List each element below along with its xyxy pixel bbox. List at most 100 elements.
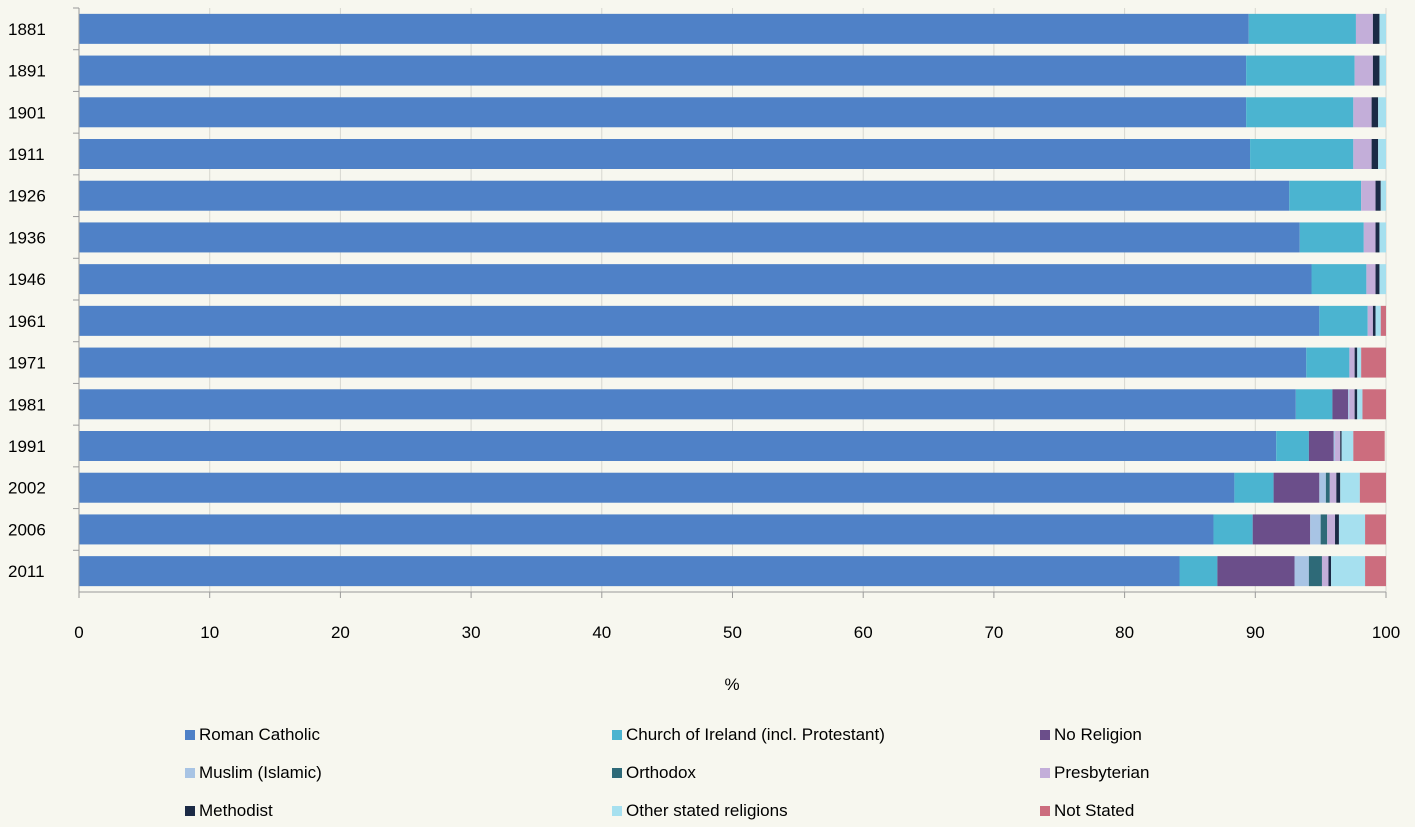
bar-segment [1234, 472, 1274, 503]
x-tick-label: 30 [462, 623, 481, 642]
bar-segment [79, 264, 1312, 295]
x-tick-label: 50 [723, 623, 742, 642]
bar-segment [79, 514, 1214, 545]
bar-segment [1246, 55, 1355, 86]
bar-segment [1328, 556, 1332, 587]
bar-segment [1353, 97, 1372, 128]
bar-segment [1375, 264, 1380, 295]
legend-label: No Religion [1054, 725, 1142, 744]
bar-segment [1372, 13, 1380, 44]
bar-segment [1325, 472, 1330, 503]
bar-segment [1335, 431, 1341, 461]
bar-segment [1248, 13, 1356, 44]
bar-segment [1327, 514, 1336, 545]
gridlines [78, 8, 1387, 592]
bar-segment [1320, 514, 1328, 545]
bar-segment [1310, 514, 1321, 545]
bar-segment [1378, 97, 1386, 128]
bar-segment [1359, 472, 1386, 503]
bar-segment [1357, 347, 1362, 378]
bar-segment [1273, 472, 1320, 503]
bar-segment [79, 139, 1251, 169]
bar-segment [1355, 13, 1373, 44]
bar-segment [1306, 347, 1350, 378]
bar-segment [79, 97, 1247, 128]
legend-item: Roman Catholic [185, 725, 320, 745]
bar-segment [1353, 139, 1372, 169]
y-tick-label: 2002 [8, 479, 46, 498]
bar-segment [1375, 180, 1381, 211]
bar-segment [1379, 222, 1386, 253]
legend: Roman Catholic Church of Ireland (incl. P… [0, 720, 1415, 827]
bar-segment [1371, 97, 1379, 128]
y-tick-label: 1881 [8, 20, 46, 39]
legend-swatch [612, 806, 622, 816]
bar-segment [1329, 472, 1337, 503]
y-tick-label: 1891 [8, 62, 46, 81]
bar-segment [1375, 222, 1380, 253]
y-tick-label: 1971 [8, 354, 46, 373]
bar-segment [1357, 389, 1363, 420]
bar-segment [1379, 264, 1386, 295]
bar-segment [1380, 305, 1386, 336]
legend-swatch [612, 730, 622, 740]
legend-item: Presbyterian [1040, 763, 1149, 783]
legend-label: Presbyterian [1054, 763, 1150, 782]
bar-segment [1252, 514, 1311, 545]
legend-swatch [185, 806, 195, 816]
legend-swatch [1040, 730, 1050, 740]
x-tick-label: 100 [1372, 623, 1400, 642]
legend-label: Muslim (Islamic) [199, 763, 322, 782]
bar-segment [1331, 556, 1366, 587]
bar-segment [1353, 431, 1385, 461]
legend-label: Other stated religions [626, 801, 788, 820]
legend-swatch [1040, 768, 1050, 778]
bar-segment [1335, 514, 1339, 545]
bar-segment [79, 55, 1247, 86]
legend-item: Other stated religions [612, 801, 788, 821]
bar-segment [1361, 347, 1386, 378]
bar-segment [1379, 13, 1386, 44]
legend-swatch [612, 768, 622, 778]
x-axis-label: % [724, 675, 739, 694]
bar-segment [79, 347, 1307, 378]
bar-segment [1340, 472, 1360, 503]
bar-segment [1362, 389, 1386, 420]
stacked-bar-chart: 0 10 20 30 40 50 60 70 80 90 100 1881 1891 1901 1911 19… [8, 7, 1400, 694]
legend-item: Orthodox [612, 763, 696, 783]
bar-segment [1213, 514, 1253, 545]
bar-segment [1371, 139, 1379, 169]
y-tick-label: 1936 [8, 228, 46, 247]
bar-segment [1179, 556, 1218, 587]
bar-segment [1319, 305, 1368, 336]
legend-swatch [185, 768, 195, 778]
bar-segment [79, 13, 1249, 44]
bar-segment [1321, 556, 1329, 587]
bar-segment [1308, 431, 1334, 461]
bar-segment [1299, 222, 1364, 253]
y-tick-label: 1991 [8, 437, 46, 456]
bar-segment [1336, 472, 1341, 503]
y-tick-label: 1981 [8, 395, 46, 414]
legend-label: Roman Catholic [199, 725, 320, 744]
bar-segment [1379, 55, 1386, 86]
bar-segment [1375, 305, 1381, 336]
bar-segment [1294, 556, 1309, 587]
bar-segment [1332, 389, 1349, 420]
bar-segment [1333, 431, 1336, 461]
bar-segment [1365, 514, 1386, 545]
x-tick-label: 60 [854, 623, 873, 642]
x-tick-label: 70 [984, 623, 1003, 642]
bar-segment [1348, 389, 1350, 420]
bar-segment [1380, 180, 1386, 211]
bar-segment [79, 180, 1290, 211]
legend-item: Not Stated [1040, 801, 1134, 821]
x-tick-label: 0 [74, 623, 83, 642]
bar-segment [79, 556, 1180, 587]
y-tick-label: 2006 [8, 520, 46, 539]
legend-swatch [185, 730, 195, 740]
bar-segment [1354, 389, 1358, 420]
x-tick-label: 10 [200, 623, 219, 642]
bar-segment [1319, 472, 1326, 503]
bar-segment [1217, 556, 1295, 587]
